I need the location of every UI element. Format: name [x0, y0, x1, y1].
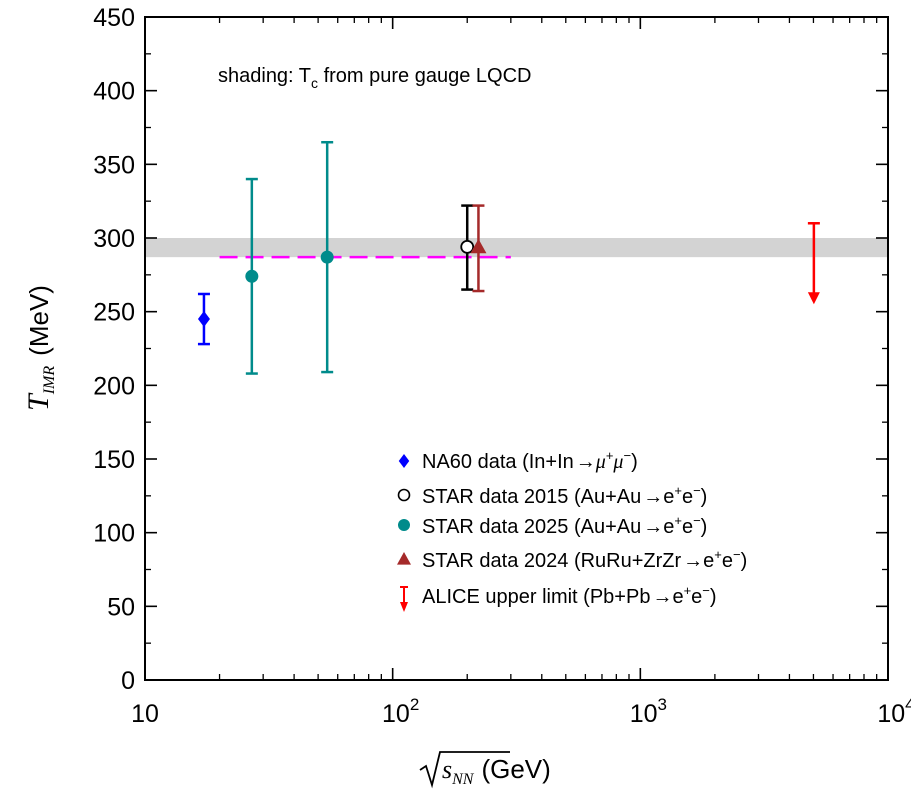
legend-marker-down-arrow: [400, 586, 408, 612]
svg-text:sNN(GeV): sNN (GeV): [442, 754, 551, 788]
legend-entry-na60: NA60 data (In+In →μ+μ−): [398, 448, 638, 473]
legend-label-star-2025: STAR data 2025 (Au+Au →e+e−): [422, 513, 707, 538]
legend-marker-triangle: [397, 552, 411, 565]
y-tick-label: 150: [93, 446, 135, 474]
x-tick-label: 104: [877, 695, 911, 728]
y-tick-label: 200: [93, 372, 135, 400]
data-point-circle: [320, 250, 334, 264]
legend-arrow-head: [400, 602, 408, 612]
legend-marker-circle: [398, 519, 410, 531]
y-tick-label: 450: [93, 4, 135, 32]
legend-entry-star-2024: STAR data 2024 (RuRu+ZrZr →e+e−): [397, 547, 747, 572]
data-point-circle: [245, 269, 259, 283]
data-point-diamond: [197, 311, 210, 328]
y-tick-label: 400: [93, 78, 135, 106]
legend-marker-open-circle: [397, 488, 411, 502]
data-marks: [197, 140, 820, 375]
legend-entry-star-2025: STAR data 2025 (Au+Au →e+e−): [398, 513, 707, 538]
y-tick-label: 100: [93, 520, 135, 548]
legend-marker-diamond: [398, 454, 410, 468]
shading-annotation: shading: Tc from pure gauge LQCD: [218, 65, 531, 91]
y-tick-label: 300: [93, 225, 135, 253]
x-tick-label: 102: [382, 695, 419, 728]
y-tick-label: 0: [121, 667, 135, 695]
legend-entry-alice: ALICE upper limit (Pb+Pb →e+e−): [400, 583, 717, 612]
x-tick-label: 10: [131, 700, 159, 728]
data-point-open-circle: [460, 239, 475, 254]
y-tick-label: 350: [93, 151, 135, 179]
data-point-triangle: [470, 238, 487, 254]
upper-limit-arrowhead: [807, 292, 820, 305]
legend-label-alice: ALICE upper limit (Pb+Pb →e+e−): [422, 583, 717, 608]
upper-limit-arrow: [807, 222, 820, 305]
legend-label-na60: NA60 data (In+In →μ+μ−): [422, 448, 638, 473]
x-axis-label: sNN (GeV): [419, 751, 551, 789]
legend: NA60 data (In+In →μ+μ−) STAR data 2015 (A…: [397, 448, 747, 612]
legend-label-star-2024: STAR data 2024 (RuRu+ZrZr →e+e−): [422, 547, 747, 572]
tick-marks: [144, 16, 888, 681]
x-tick-label: 103: [630, 695, 667, 728]
y-axis-label: TIMR(MeV): [22, 285, 58, 411]
sqrt-symbol: [419, 751, 510, 789]
legend-entry-star-2015: STAR data 2015 (Au+Au →e+e−): [397, 483, 707, 508]
y-tick-label: 50: [107, 593, 135, 621]
y-tick-labels: 0 50 100 150 200 250 300 350 400 450: [93, 4, 135, 695]
legend-label-star-2015: STAR data 2015 (Au+Au →e+e−): [422, 483, 707, 508]
y-tick-label: 250: [93, 299, 135, 327]
x-tick-labels: 10 102 103 104: [131, 695, 911, 728]
tc-shading-band: [145, 238, 888, 258]
